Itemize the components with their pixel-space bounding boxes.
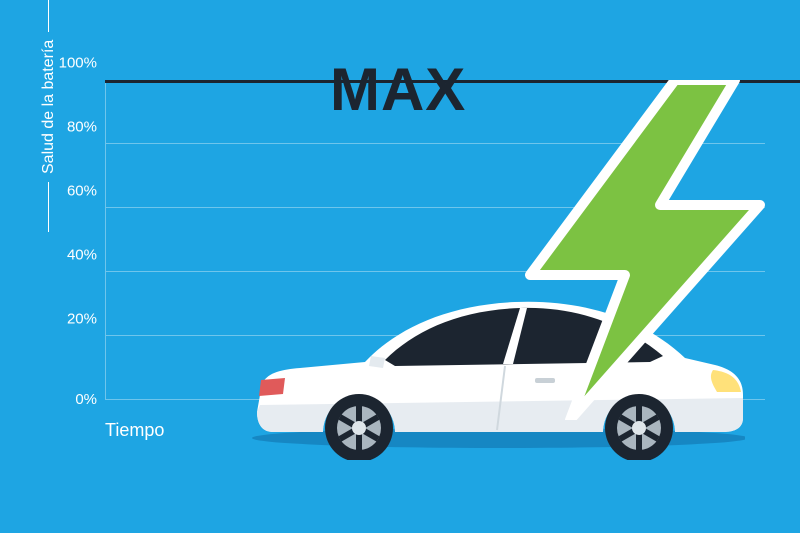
y-tick-60: 60% <box>55 183 97 200</box>
max-label: MAX <box>330 55 466 124</box>
gridline-20 <box>105 335 765 336</box>
x-axis-title: Tiempo <box>105 420 164 441</box>
y-axis-title: Salud de la batería <box>40 0 58 240</box>
chart-plot-area: 0% 20% 40% 60% 80% 100% <box>105 80 765 400</box>
y-axis-dash-right <box>48 0 49 32</box>
y-tick-80: 80% <box>55 119 97 136</box>
gridline-40 <box>105 271 765 272</box>
y-axis-line <box>105 80 106 400</box>
y-tick-40: 40% <box>55 247 97 264</box>
y-tick-0: 0% <box>55 391 97 408</box>
x-axis-line <box>105 399 765 400</box>
y-axis-title-text: Salud de la batería <box>40 40 57 174</box>
gridline-80 <box>105 143 765 144</box>
y-tick-100: 100% <box>55 55 97 72</box>
y-axis-dash-left <box>48 182 49 232</box>
y-tick-20: 20% <box>55 311 97 328</box>
gridline-60 <box>105 207 765 208</box>
